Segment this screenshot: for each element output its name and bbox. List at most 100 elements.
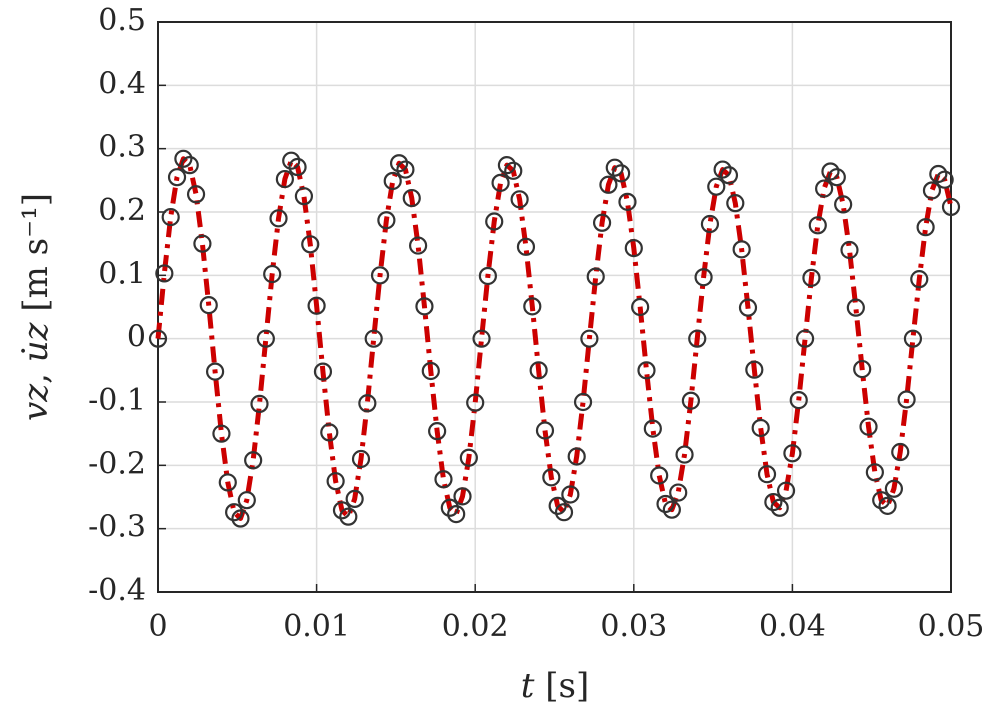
marker: [263, 264, 282, 284]
x-tick-label: 0.04: [759, 609, 826, 644]
marker: [929, 164, 948, 184]
marker: [205, 362, 225, 381]
marker: [364, 329, 383, 348]
marker: [694, 268, 713, 287]
y-tick-label: 0: [127, 320, 146, 355]
x-tick-label: 0: [148, 609, 167, 644]
marker: [669, 483, 688, 502]
marker: [510, 190, 529, 209]
marker: [922, 181, 942, 200]
marker: [478, 266, 497, 286]
marker: [516, 237, 536, 256]
marker: [453, 487, 472, 506]
marker: [370, 266, 390, 285]
marker: [339, 507, 358, 526]
marker: [821, 162, 840, 181]
marker: [764, 492, 783, 512]
x-tick-label: 0.01: [283, 609, 350, 644]
marker: [396, 160, 415, 179]
marker: [713, 160, 732, 179]
marker: [580, 329, 599, 348]
marker: [567, 447, 586, 466]
marker: [637, 361, 656, 380]
marker: [542, 468, 561, 487]
marker: [599, 175, 618, 194]
marker: [815, 179, 834, 198]
marker: [726, 194, 745, 213]
marker: [941, 197, 961, 217]
marker: [155, 264, 174, 283]
marker: [313, 362, 333, 381]
marker: [592, 213, 612, 232]
marker: [250, 394, 269, 413]
marker: [573, 392, 593, 412]
marker: [732, 240, 751, 259]
x-axis-label: 𝑡 [s]: [521, 666, 589, 706]
marker: [174, 149, 193, 168]
marker: [561, 485, 580, 504]
marker: [688, 329, 707, 348]
marker: [269, 209, 288, 228]
y-tick-label: -0.4: [88, 573, 146, 608]
marker: [307, 296, 326, 315]
marker: [237, 491, 256, 510]
marker: [332, 501, 352, 520]
marker: [872, 491, 891, 510]
marker: [244, 451, 263, 470]
marker: [548, 496, 567, 515]
marker: [738, 298, 758, 317]
marker: [472, 329, 491, 348]
marker: [643, 419, 662, 438]
marker: [910, 270, 929, 289]
marker: [834, 195, 853, 214]
y-tick-label: -0.2: [88, 446, 146, 481]
marker: [605, 158, 624, 177]
marker: [770, 498, 789, 517]
marker: [624, 239, 643, 258]
marker: [288, 157, 307, 177]
marker: [148, 329, 168, 348]
x-tick-label: 0.03: [600, 609, 667, 644]
x-tick-label: 0.05: [918, 609, 985, 644]
marker: [497, 156, 517, 175]
marker: [675, 445, 694, 464]
marker: [865, 463, 884, 482]
marker: [326, 472, 345, 491]
marker: [757, 465, 777, 484]
marker: [554, 503, 574, 522]
marker: [256, 329, 275, 348]
marker: [377, 211, 396, 230]
marker: [618, 192, 637, 211]
marker: [491, 173, 510, 192]
marker: [840, 240, 859, 260]
marker: [846, 298, 865, 317]
marker: [884, 479, 904, 498]
marker: [447, 504, 466, 524]
y-tick-label: 0.3: [98, 130, 146, 165]
marker: [935, 170, 954, 189]
marker: [428, 422, 447, 441]
marker: [783, 444, 802, 463]
y-tick-label: 0.4: [98, 66, 146, 101]
marker: [199, 296, 218, 315]
marker: [504, 161, 523, 180]
marker: [320, 423, 339, 442]
marker: [440, 498, 459, 517]
marker: [681, 391, 700, 410]
marker: [853, 359, 872, 379]
marker: [751, 418, 770, 438]
x-tick-label: 0.02: [442, 609, 509, 644]
marker: [180, 156, 199, 175]
marker: [282, 151, 301, 170]
marker: [656, 494, 675, 514]
marker: [827, 168, 846, 187]
marker: [485, 212, 504, 231]
marker: [193, 234, 212, 253]
y-tick-label: 0.2: [98, 193, 146, 228]
marker: [345, 489, 364, 508]
marker: [212, 424, 231, 443]
marker: [891, 442, 910, 462]
marker: [802, 268, 821, 287]
marker: [167, 168, 187, 187]
